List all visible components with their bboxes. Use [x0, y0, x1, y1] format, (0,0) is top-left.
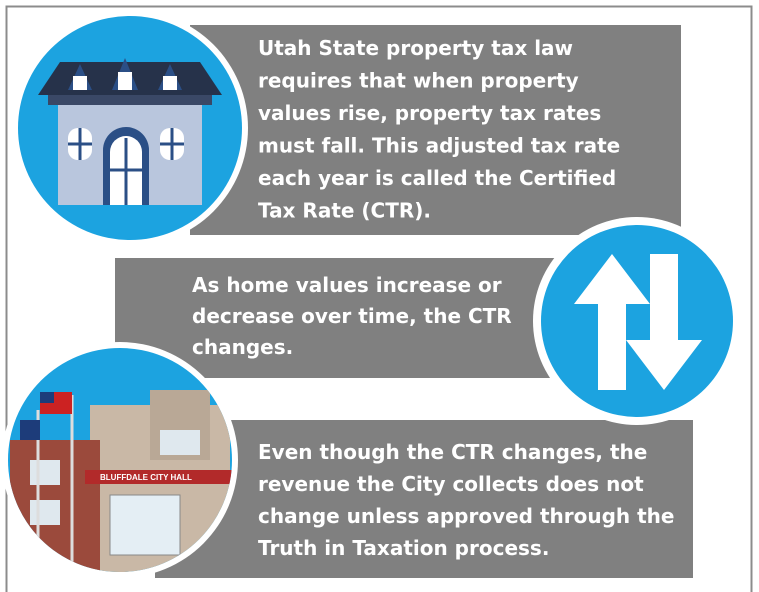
- text-line: must fall. This adjusted tax rate: [258, 134, 620, 158]
- text-line: decrease over time, the CTR: [192, 304, 512, 328]
- infographic: BLUFFDALE CITY HALL Utah State property …: [0, 0, 759, 592]
- text-line: values rise, property tax rates: [258, 101, 601, 125]
- text-line: Truth in Taxation process.: [258, 536, 549, 560]
- building-sign: BLUFFDALE CITY HALL: [100, 473, 192, 482]
- text-line: Tax Rate (CTR).: [258, 199, 431, 223]
- text-line: each year is called the Certified: [258, 166, 616, 190]
- text-line: Even though the CTR changes, the: [258, 440, 647, 464]
- text-line: requires that when property: [258, 69, 579, 93]
- text-line: changes.: [192, 335, 293, 359]
- text-line: revenue the City collects does not: [258, 472, 644, 496]
- arrows-icon: [533, 217, 741, 425]
- text-line: Utah State property tax law: [258, 36, 573, 60]
- text-line: As home values increase or: [192, 273, 502, 297]
- house-icon: [12, 10, 248, 246]
- text-line: change unless approved through the: [258, 504, 674, 528]
